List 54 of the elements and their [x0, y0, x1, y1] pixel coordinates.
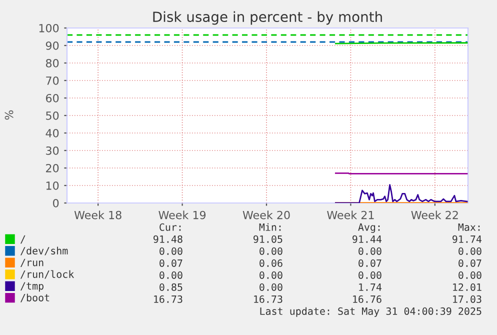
y-tick-label: 50 — [46, 111, 59, 120]
legend-label: / — [20, 235, 26, 244]
text: 17.03 — [453, 295, 482, 303]
text: 0.00 — [358, 271, 382, 279]
y-tick-label: 20 — [46, 164, 59, 172]
text: 0.00 — [260, 271, 282, 279]
y-tick-label: 70 — [46, 76, 59, 85]
text: 0.00 — [260, 247, 282, 255]
text: 91.44 — [352, 235, 382, 243]
legend-label: /run — [20, 258, 44, 268]
legend-label: /dev/shm — [20, 246, 68, 256]
text: Avg: — [358, 223, 380, 233]
y-tick-label: 100 — [39, 24, 59, 32]
text: 0.00 — [458, 247, 482, 255]
text: 0.00 — [260, 283, 282, 291]
x-tick-label: Week 18 — [74, 210, 122, 220]
y-tick-label: 30 — [46, 146, 59, 155]
x-tick-label: Week 20 — [242, 210, 290, 220]
x-tick-label: Week 19 — [158, 210, 206, 220]
text: Cur: — [160, 223, 181, 231]
text: Max: — [458, 223, 480, 231]
y-tick-label: 10 — [46, 181, 59, 190]
text: 0.07 — [160, 259, 182, 267]
text: Last update: Sat May 31 04:00:39 2025 — [260, 307, 482, 317]
legend-label: /tmp — [20, 282, 44, 292]
text: 0.06 — [260, 259, 282, 267]
text: Min: — [259, 223, 281, 231]
text: 0.07 — [358, 259, 382, 267]
legend-label: /run/lock — [20, 270, 74, 279]
text: 91.74 — [452, 235, 482, 243]
text: 0.00 — [458, 271, 482, 279]
legend-label: /boot — [20, 294, 50, 302]
text: 12.01 — [453, 283, 482, 291]
y-tick-label: 60 — [46, 94, 59, 102]
y-tick-label: 90 — [46, 41, 59, 50]
text: 91.05 — [254, 235, 282, 243]
text: 1.74 — [359, 283, 382, 291]
text: 0.85 — [160, 283, 182, 291]
text: 0.00 — [160, 247, 182, 255]
text: 0.07 — [458, 259, 482, 267]
text: 0.00 — [160, 271, 182, 279]
chart-title: Disk usage in percent - by month — [153, 11, 382, 25]
text: 16.76 — [353, 295, 382, 303]
y-tick-label: 80 — [46, 58, 59, 68]
text: 0.00 — [358, 247, 382, 255]
y-tick-label: 0 — [53, 198, 59, 208]
y-axis-title: % — [4, 110, 14, 120]
text: 16.73 — [254, 295, 282, 303]
line-series — [334, 184, 468, 203]
text: 91.48 — [154, 235, 182, 243]
y-tick-label: 40 — [46, 128, 59, 138]
x-tick-label: Week 22 — [411, 210, 458, 220]
x-tick-label: Week 21 — [327, 210, 374, 220]
text: 16.73 — [154, 295, 182, 303]
